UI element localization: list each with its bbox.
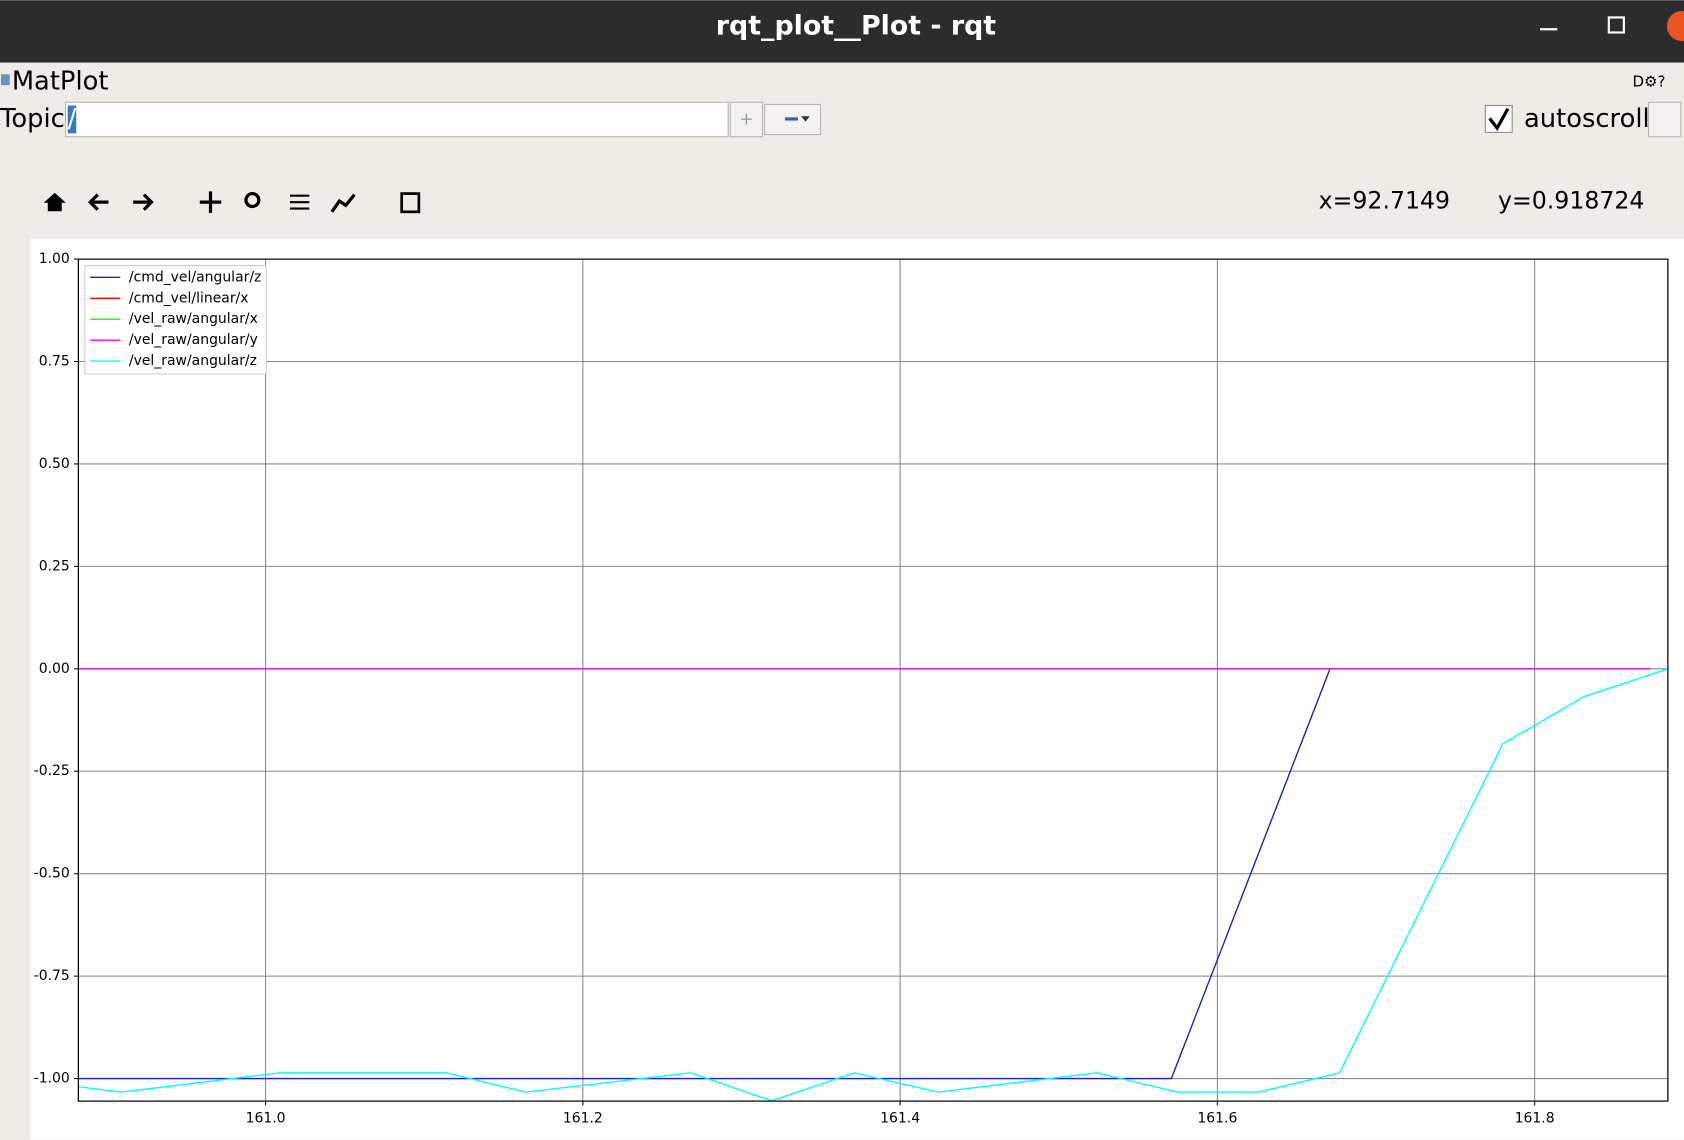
plot-area xyxy=(77,258,1669,1102)
y-tick-label: 0.00 xyxy=(39,661,70,677)
topic-input[interactable] xyxy=(64,101,729,138)
legend-label: /cmd_vel/angular/z xyxy=(129,269,262,285)
zoom-button[interactable] xyxy=(244,191,261,209)
y-tick-label: 0.50 xyxy=(39,456,70,472)
y-tick-label: 1.00 xyxy=(39,251,70,267)
y-tick-label: -0.25 xyxy=(34,763,70,779)
autoscroll-label: autoscroll xyxy=(1524,104,1650,134)
home-button[interactable] xyxy=(43,192,66,212)
close-button[interactable] xyxy=(1666,10,1684,42)
configure-button[interactable] xyxy=(289,194,310,210)
toolbar xyxy=(43,191,421,214)
y-tick-label: -0.50 xyxy=(34,866,70,882)
legend-label: /cmd_vel/linear/x xyxy=(129,290,249,306)
title-bar xyxy=(0,0,1684,63)
plugin-icon xyxy=(1,74,10,86)
series-line xyxy=(78,668,1669,1102)
add-icon: + xyxy=(739,109,753,129)
text-selection xyxy=(67,105,77,134)
legend-label: /vel_raw/angular/y xyxy=(129,332,258,348)
y-tick-label: -1.00 xyxy=(34,1071,70,1087)
axes-button[interactable] xyxy=(330,193,356,213)
add-topic-button[interactable] xyxy=(729,101,764,138)
save-button[interactable] xyxy=(400,192,421,214)
cursor-x: x=92.7149 xyxy=(1319,187,1450,215)
checkmark xyxy=(1488,107,1510,131)
pause-button[interactable] xyxy=(1648,101,1682,138)
topic-value: / xyxy=(68,104,77,134)
legend-label: /vel_raw/angular/z xyxy=(129,353,257,369)
dropdown-arrow xyxy=(801,116,810,122)
legend xyxy=(84,264,267,375)
maximize-button[interactable] xyxy=(1607,16,1625,34)
y-tick-label: -0.75 xyxy=(34,968,70,984)
x-tick-label: 161.8 xyxy=(1515,1110,1555,1126)
x-tick-label: 161.2 xyxy=(563,1110,603,1126)
pan-button[interactable] xyxy=(199,191,222,213)
topic-label: Topic xyxy=(0,104,65,134)
forward-button[interactable] xyxy=(133,193,154,211)
x-tick-label: 161.4 xyxy=(880,1110,920,1126)
x-tick-label: 161.0 xyxy=(246,1110,286,1126)
x-tick-label: 161.6 xyxy=(1197,1110,1237,1126)
back-button[interactable] xyxy=(87,193,109,211)
plot-frame xyxy=(77,258,1669,1102)
window-title: rqt_plot__Plot - rqt xyxy=(716,11,997,42)
cursor-y: y=0.918724 xyxy=(1498,187,1644,215)
plugin-controls[interactable]: D⚙? xyxy=(1632,72,1665,90)
legend-label: /vel_raw/angular/x xyxy=(129,311,258,327)
plugin-title: MatPlot xyxy=(12,66,109,96)
remove-icon xyxy=(785,117,798,121)
y-tick-label: 0.75 xyxy=(39,354,70,370)
y-tick-label: 0.25 xyxy=(39,558,70,574)
